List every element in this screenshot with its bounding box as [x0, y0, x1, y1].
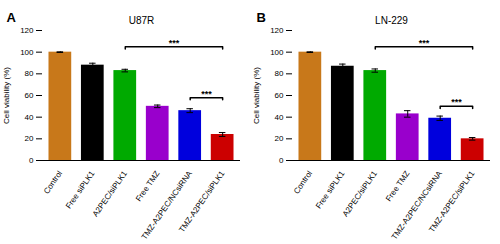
- svg-text:0: 0: [279, 156, 284, 165]
- svg-text:TMZ-A2PEC/NCsiRNA: TMZ-A2PEC/NCsiRNA: [389, 169, 444, 242]
- svg-text:Free siPLK1: Free siPLK1: [64, 169, 97, 211]
- svg-text:60: 60: [25, 91, 34, 100]
- svg-text:U87R: U87R: [129, 15, 155, 26]
- svg-text:100: 100: [20, 48, 34, 57]
- svg-text:20: 20: [275, 134, 284, 143]
- svg-text:60: 60: [275, 91, 284, 100]
- svg-text:***: ***: [419, 38, 430, 48]
- svg-text:A2PEC/siPLK1: A2PEC/siPLK1: [341, 169, 380, 219]
- svg-text:A: A: [7, 10, 17, 25]
- svg-text:B: B: [257, 10, 266, 25]
- svg-text:TMZ-A2PEC/siPLK1: TMZ-A2PEC/siPLK1: [427, 169, 477, 234]
- svg-text:***: ***: [169, 38, 180, 48]
- svg-text:40: 40: [275, 113, 284, 122]
- svg-text:120: 120: [270, 26, 284, 35]
- svg-text:Free TMZ: Free TMZ: [134, 169, 161, 203]
- svg-text:LN-229: LN-229: [375, 15, 408, 26]
- svg-text:Free siPLK1: Free siPLK1: [314, 169, 347, 211]
- svg-text:0: 0: [29, 156, 34, 165]
- svg-text:Cell viability (%): Cell viability (%): [252, 67, 261, 124]
- svg-text:Control: Control: [42, 169, 64, 195]
- svg-text:***: ***: [451, 97, 462, 107]
- svg-text:TMZ-A2PEC/siPLK1: TMZ-A2PEC/siPLK1: [177, 169, 227, 234]
- svg-text:Free TMZ: Free TMZ: [384, 169, 411, 203]
- svg-text:***: ***: [201, 89, 212, 99]
- svg-text:TMZ-A2PEC/NCsiRNA: TMZ-A2PEC/NCsiRNA: [139, 169, 194, 242]
- svg-text:100: 100: [270, 48, 284, 57]
- svg-text:80: 80: [275, 69, 284, 78]
- svg-text:120: 120: [20, 26, 34, 35]
- svg-text:40: 40: [25, 113, 34, 122]
- svg-text:Control: Control: [292, 169, 314, 195]
- svg-text:A2PEC/siPLK1: A2PEC/siPLK1: [91, 169, 130, 219]
- svg-text:20: 20: [25, 134, 34, 143]
- svg-text:Cell viability (%): Cell viability (%): [2, 67, 11, 124]
- svg-text:80: 80: [25, 69, 34, 78]
